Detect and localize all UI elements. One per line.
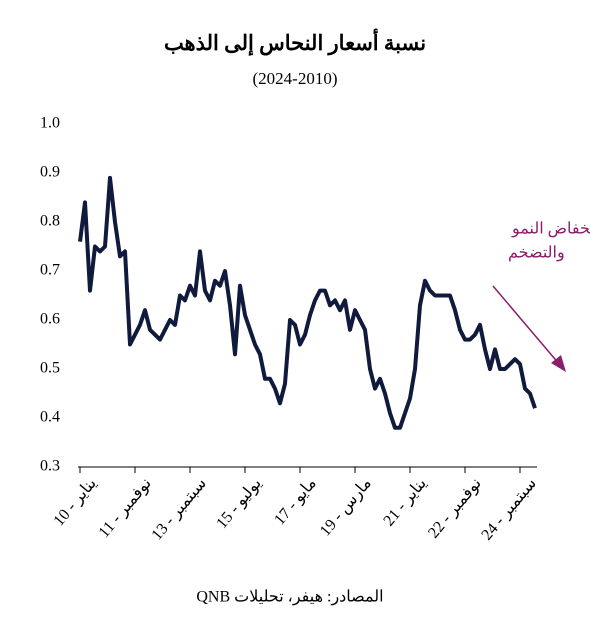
line (78, 175, 537, 430)
x-tick-label: نوفمبر - 11 (96, 475, 155, 541)
annotation-arrowhead (551, 355, 566, 372)
x-tick-label: مارس - 19 (317, 475, 375, 540)
x-tick-label: يناير - 21 (380, 475, 430, 529)
y-tick-label: 1.0 (40, 115, 60, 132)
x-tick-label: يناير - 10 (50, 475, 100, 529)
x-tick-label: سبتمبر - 24 (478, 475, 539, 544)
y-tick-label: 0.5 (40, 360, 60, 377)
chart-subtitle: (2024-2010) (253, 69, 338, 88)
y-tick-label: 0.8 (40, 213, 60, 230)
y-tick-label: 0.4 (40, 409, 60, 426)
source: المصادر: هيفر، تحليلات QNB (196, 589, 383, 606)
x-tick-label: يوليو - 15 (213, 475, 265, 532)
y-tick-label: 0.7 (40, 262, 60, 279)
y-tick-label: 0.6 (40, 311, 60, 328)
x-tick-label: نوفمبر - 22 (425, 475, 485, 542)
x-tick-label: سبتمبر - 13 (148, 475, 209, 544)
y-tick-label: 0.3 (40, 458, 60, 475)
y-tick-label: 0.9 (40, 164, 60, 181)
chart-title: نسبة أسعار النحاس إلى الذهب (164, 28, 426, 56)
annotation: والتضخم (508, 245, 565, 262)
annotation: انخفاض النمو (511, 221, 590, 238)
annotation-arrow (492, 285, 561, 366)
x-tick-label: مايو - 17 (271, 475, 320, 528)
